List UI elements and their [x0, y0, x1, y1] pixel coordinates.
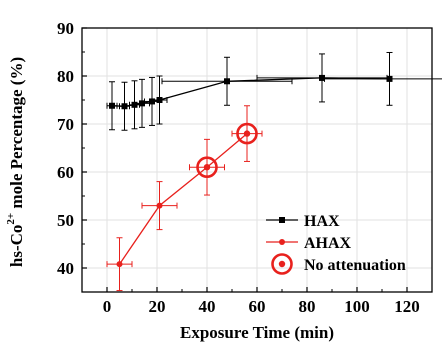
- y-tick-label: 60: [57, 163, 74, 182]
- data-point: [224, 78, 230, 84]
- legend-label: HAX: [304, 213, 340, 230]
- data-point: [132, 102, 138, 108]
- y-axis-label-sup: 2+: [5, 213, 17, 225]
- x-tick-label: 80: [299, 297, 316, 316]
- x-tick-label: 40: [199, 297, 216, 316]
- y-tick-label: 40: [57, 259, 74, 278]
- data-point: [319, 75, 325, 81]
- target-dot: [204, 164, 210, 170]
- grid: [82, 28, 432, 292]
- legend-entry: No attenuation: [273, 255, 406, 275]
- y-tick-label: 80: [57, 67, 74, 86]
- legend-entry: HAX: [266, 213, 340, 230]
- y-axis-label-suffix: mole Percentage (%): [7, 57, 26, 213]
- legend: HAX AHAX No attenuation: [266, 213, 406, 274]
- x-tick-label: 0: [103, 297, 112, 316]
- target-dot: [244, 130, 250, 136]
- legend-label: AHAX: [304, 235, 352, 252]
- data-point: [387, 76, 393, 82]
- x-tick-label: 20: [149, 297, 166, 316]
- target-dot: [279, 261, 285, 267]
- data-point: [117, 261, 123, 267]
- data-point: [149, 98, 155, 104]
- legend-marker: [279, 239, 285, 245]
- y-tick-label: 70: [57, 115, 74, 134]
- legend-marker: [273, 255, 292, 274]
- y-axis-label: hs-Co2+ mole Percentage (%): [5, 57, 26, 267]
- data-point: [157, 203, 163, 209]
- y-tick-label: 50: [57, 211, 74, 230]
- y-tick-label: 90: [57, 19, 74, 38]
- x-tick-label: 60: [249, 297, 266, 316]
- data-point: [109, 103, 115, 109]
- data-point: [157, 97, 163, 103]
- x-tick-label: 100: [344, 297, 370, 316]
- x-tick-label: 120: [394, 297, 420, 316]
- legend-entry: AHAX: [266, 235, 352, 252]
- series-line: [120, 134, 248, 265]
- legend-label: No attenuation: [304, 257, 406, 274]
- data-point: [122, 103, 128, 109]
- legend-marker: [279, 217, 285, 223]
- data-point: [139, 100, 145, 106]
- x-axis-label: Exposure Time (min): [180, 323, 334, 342]
- y-axis-label-prefix: hs-Co: [7, 225, 26, 268]
